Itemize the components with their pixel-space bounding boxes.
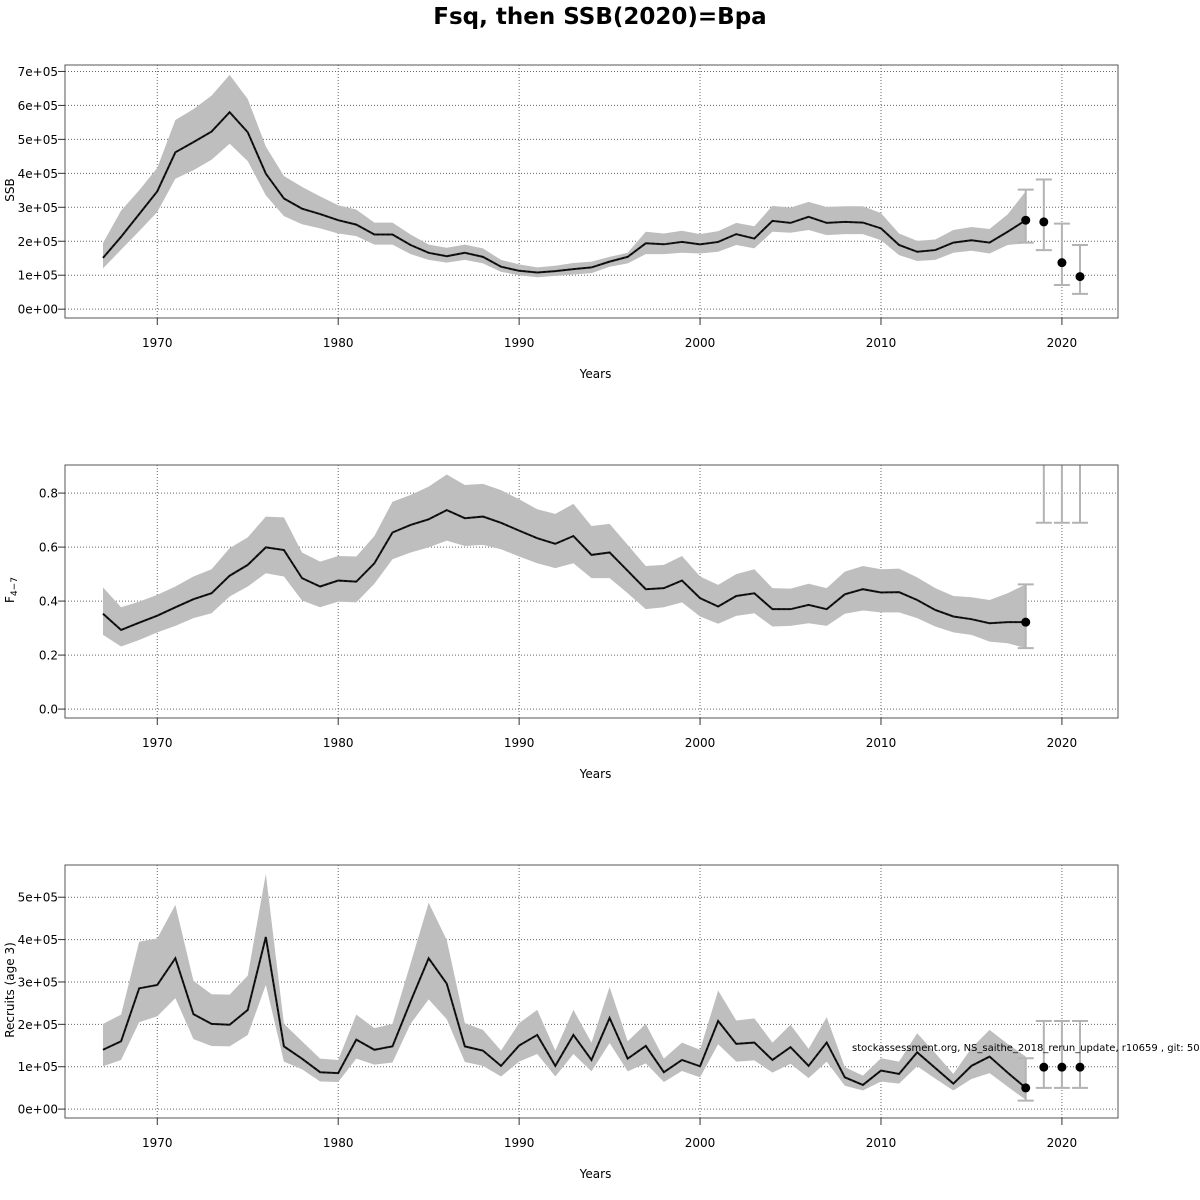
y-tick-label: 6e+05	[18, 99, 58, 113]
y-tick-label: 5e+05	[18, 133, 58, 147]
y-tick-label: 3e+05	[18, 975, 58, 989]
x-tick-label: 1990	[504, 336, 535, 350]
plot-area	[102, 465, 1089, 650]
y-axis-label: SSB	[3, 178, 17, 201]
y-tick-label: 0.8	[39, 487, 58, 501]
plot-frame	[64, 864, 1119, 1119]
x-axis-label: Years	[579, 767, 612, 781]
panel-3: 1970 1980 1990 2000 2010 2020 0e+00 1e+05 2e+05 3…	[3, 864, 1119, 1181]
plot-area	[102, 74, 1089, 295]
forecast-point	[1039, 1062, 1049, 1072]
x-tick-label: 1970	[142, 1136, 173, 1150]
x-tick-label: 2020	[1047, 336, 1078, 350]
y-tick-label: 0e+00	[18, 1103, 58, 1117]
x-tick-label: 1970	[142, 336, 173, 350]
x-tick-label: 1990	[504, 1136, 535, 1150]
y-axis-label-subscript: 4−7	[10, 577, 20, 596]
confidence-band	[102, 474, 1026, 649]
estimate-line-dash	[102, 111, 1026, 273]
plot-area	[102, 873, 1089, 1102]
x-tick-label: 2010	[866, 336, 897, 350]
forecast-point	[1039, 217, 1049, 227]
panel-1: 1970 1980 1990 2000 2010 2020 0e+00 1e+05 2e+05 3…	[3, 64, 1119, 381]
x-tick-label: 1970	[142, 736, 173, 750]
y-tick-label: 3e+05	[18, 201, 58, 215]
y-tick-label: 2e+05	[18, 235, 58, 249]
plot-frame	[64, 464, 1119, 719]
forecast-point	[1075, 1062, 1085, 1072]
y-tick-label: 4e+05	[18, 933, 58, 947]
x-tick-label: 1980	[323, 1136, 354, 1150]
y-tick-label: 1e+05	[18, 269, 58, 283]
x-tick-label: 2010	[866, 1136, 897, 1150]
x-tick-label: 1980	[323, 336, 354, 350]
x-tick-label: 2020	[1047, 1136, 1078, 1150]
x-axis-label: Years	[579, 367, 612, 381]
forecast-point	[1057, 258, 1067, 268]
assessment-annotation: stockassessment.org, NS_saithe_2018_reru…	[852, 1043, 1200, 1054]
y-tick-label: 0.6	[39, 541, 58, 555]
y-tick-label: 7e+05	[18, 65, 58, 79]
forecast-point	[1057, 1062, 1067, 1072]
y-axis-label: Recruits (age 3)	[3, 942, 17, 1038]
forecast-point	[1021, 1083, 1031, 1093]
estimate-line-dash	[102, 936, 1027, 1089]
y-tick-label: 4e+05	[18, 167, 58, 181]
x-tick-label: 1990	[504, 736, 535, 750]
forecast-point	[1021, 215, 1031, 225]
panel-2: 1970 1980 1990 2000 2010 2020 0.0 0.2 0.4 0.6 0.8 Y…	[3, 464, 1119, 781]
confidence-band	[102, 74, 1026, 278]
y-tick-label: 1e+05	[18, 1060, 58, 1074]
x-axis-label: Years	[579, 1167, 612, 1181]
figure-title: Fsq, then SSB(2020)=Bpa	[433, 4, 766, 30]
x-tick-label: 2020	[1047, 736, 1078, 750]
x-tick-label: 2000	[685, 1136, 716, 1150]
y-tick-label: 0.0	[39, 703, 58, 717]
forecast-point	[1021, 617, 1031, 627]
x-tick-label: 2010	[866, 736, 897, 750]
confidence-band	[102, 873, 1026, 1100]
y-tick-label: 0.2	[39, 649, 58, 663]
x-tick-label: 2000	[685, 736, 716, 750]
y-axis-label: F4−7	[3, 577, 20, 603]
y-tick-label: 0e+00	[18, 303, 58, 317]
plot-frame	[64, 64, 1119, 319]
x-tick-label: 1980	[323, 736, 354, 750]
y-tick-label: 0.4	[39, 595, 58, 609]
y-tick-label: 5e+05	[18, 891, 58, 905]
y-tick-label: 2e+05	[18, 1018, 58, 1032]
x-tick-label: 2000	[685, 336, 716, 350]
forecast-point	[1075, 272, 1085, 282]
estimate-line-dash	[102, 509, 1026, 631]
